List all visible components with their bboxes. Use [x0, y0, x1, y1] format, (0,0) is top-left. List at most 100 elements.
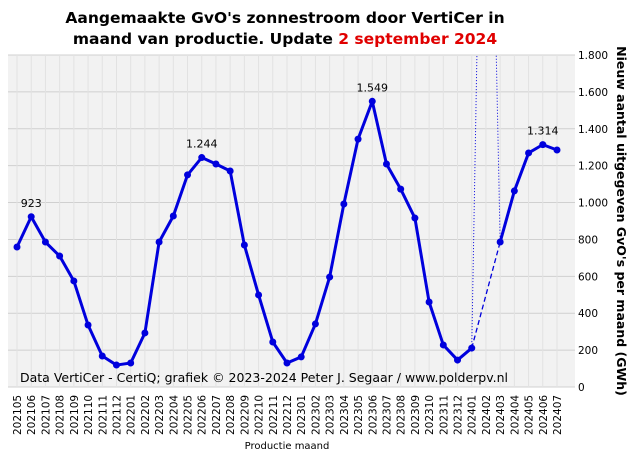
x-tick-label: 202308: [396, 395, 408, 435]
x-tick-label: 202307: [381, 395, 393, 435]
chart-title: Aangemaakte GvO's zonnestroom door Verti…: [65, 9, 504, 27]
point: [127, 359, 135, 367]
x-tick-label: 202304: [339, 395, 351, 435]
x-tick-label: 202112: [111, 395, 123, 435]
x-tick-label: 202403: [495, 395, 507, 435]
y-tick-label: 1.800: [578, 50, 608, 62]
point: [226, 167, 234, 175]
point: [454, 356, 462, 364]
x-tick-label: 202109: [69, 395, 81, 435]
point: [368, 97, 376, 105]
x-tick-label: 202203: [154, 395, 166, 435]
chart-title: maand van productie. Update 2 september …: [73, 30, 497, 48]
x-tick-label: 202211: [268, 395, 280, 435]
x-tick-label: 202406: [538, 395, 550, 435]
value-label: 1.244: [186, 138, 218, 151]
value-label: 1.549: [357, 81, 389, 94]
y-tick-label: 0: [578, 382, 585, 394]
x-tick-label: 202108: [55, 395, 67, 435]
point: [468, 344, 476, 352]
point: [354, 135, 362, 143]
point: [411, 214, 419, 222]
point: [13, 243, 21, 251]
chart-title: maand van productie. Update: [73, 30, 333, 48]
x-tick-label: 202202: [140, 395, 152, 435]
x-tick-label: 202207: [211, 395, 223, 435]
x-tick-label: 202205: [183, 395, 195, 435]
point: [297, 353, 305, 361]
x-tick-label: 202204: [168, 395, 180, 435]
y-tick-label: 1.000: [578, 198, 608, 210]
x-tick-label: 202310: [424, 395, 436, 435]
point: [525, 149, 533, 157]
x-tick-label: 202110: [83, 395, 95, 435]
point: [283, 359, 291, 367]
gap-bridge: [471, 241, 501, 349]
point: [539, 141, 547, 149]
x-tick-label: 202302: [310, 395, 322, 435]
point: [553, 146, 561, 154]
point: [70, 277, 78, 285]
x-tick-label: 202309: [410, 395, 422, 435]
x-tick-label: 202311: [438, 395, 450, 435]
point: [141, 329, 149, 337]
y-tick-label: 1.200: [578, 161, 608, 173]
point: [397, 185, 405, 193]
point: [439, 341, 447, 349]
x-tick-label: 202312: [453, 395, 465, 435]
value-label: 1.314: [527, 125, 559, 138]
y-axis-label: Nieuw aantal uitgegeven GvO's per maand …: [614, 46, 629, 396]
point: [311, 320, 319, 328]
update-date: 2 september 2024: [338, 30, 497, 48]
point: [510, 187, 518, 195]
x-tick-label: 202306: [367, 395, 379, 435]
y-tick-label: 600: [578, 271, 598, 283]
x-tick-label: 202305: [353, 395, 365, 435]
x-tick-label: 202208: [225, 395, 237, 435]
x-tick-label: 202210: [254, 395, 266, 435]
point: [425, 298, 433, 306]
x-tick-label: 202106: [26, 395, 38, 435]
x-tick-label: 202105: [12, 395, 24, 435]
point: [326, 273, 334, 281]
x-tick-label: 202407: [552, 395, 564, 435]
point: [212, 160, 220, 168]
x-tick-label: 202212: [282, 395, 294, 435]
y-tick-label: 800: [578, 234, 598, 246]
x-tick-label: 202111: [97, 395, 109, 435]
x-tick-label: 202201: [126, 395, 138, 435]
x-tick-label: 202402: [481, 395, 493, 435]
point: [98, 352, 106, 360]
point: [255, 291, 263, 299]
x-tick-label: 202107: [40, 395, 52, 435]
point: [41, 238, 49, 246]
x-tick-label: 202206: [197, 395, 209, 435]
point: [269, 338, 277, 346]
x-tick-label: 202209: [239, 395, 251, 435]
y-tick-label: 1.600: [578, 87, 608, 99]
annotation: Data VertiCer - CertiQ; grafiek © 2023-2…: [20, 370, 508, 385]
y-tick-label: 400: [578, 308, 598, 320]
x-tick-label: 202301: [296, 395, 308, 435]
point: [56, 252, 64, 260]
y-tick-label: 200: [578, 345, 598, 357]
x-tick-label: 202303: [325, 395, 337, 435]
y-tick-label: 1.400: [578, 124, 608, 136]
x-axis-label: Productie maand: [245, 441, 330, 452]
point: [198, 154, 206, 162]
point: [496, 238, 504, 246]
point: [112, 361, 120, 369]
point: [240, 241, 248, 249]
point: [84, 321, 92, 329]
point: [169, 212, 177, 220]
x-tick-label: 202401: [467, 395, 479, 435]
point: [155, 238, 163, 246]
value-label: 923: [21, 197, 42, 210]
x-tick-label: 202405: [524, 395, 536, 435]
point: [184, 171, 192, 179]
point: [27, 213, 35, 221]
point: [340, 200, 348, 208]
x-tick-label: 202404: [509, 395, 521, 435]
point: [382, 160, 390, 168]
